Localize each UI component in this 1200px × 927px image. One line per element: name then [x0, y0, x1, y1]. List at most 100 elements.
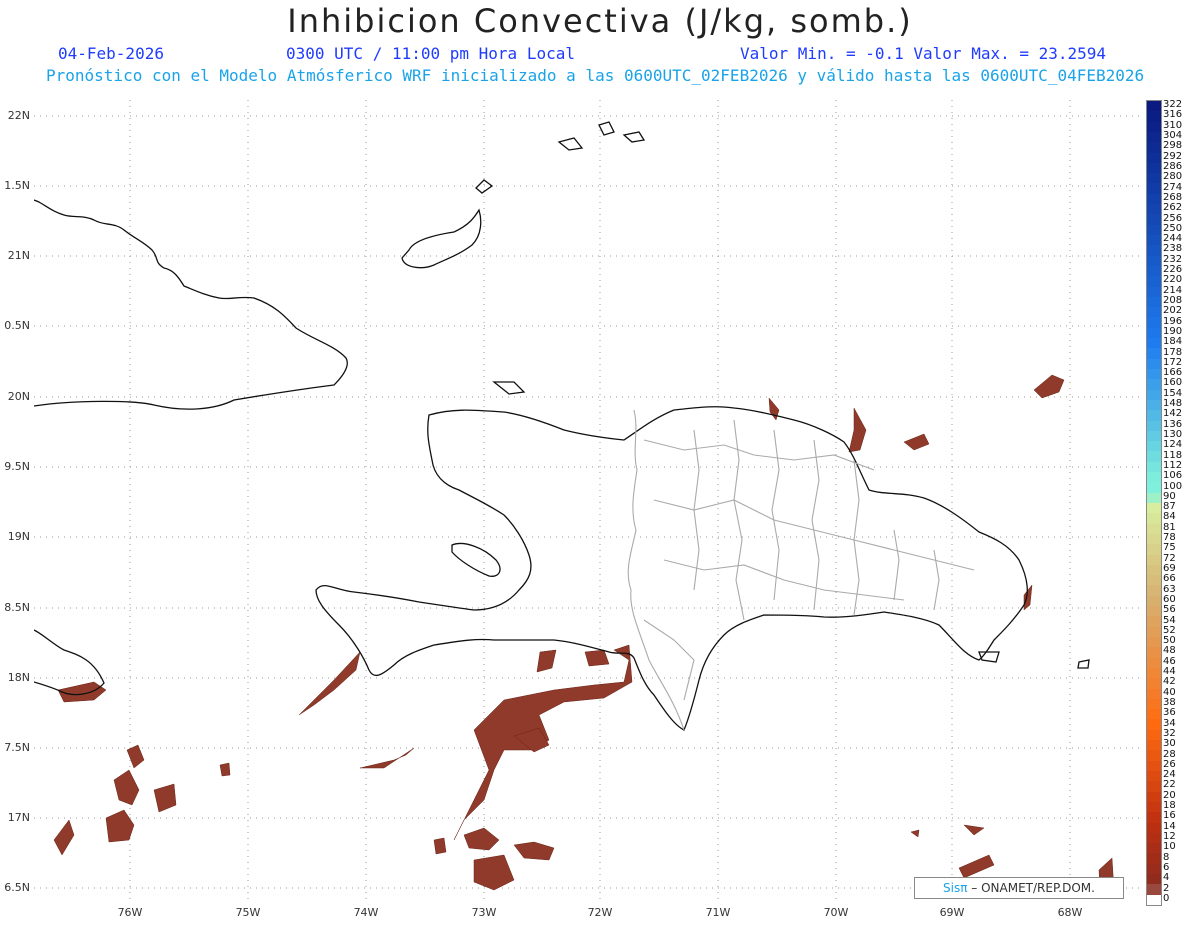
colorbar-segment — [1147, 719, 1161, 731]
colorbar-label: 28 — [1163, 748, 1176, 760]
colorbar-segment — [1147, 884, 1161, 896]
colorbar-label: 292 — [1163, 150, 1183, 162]
colorbar-segment — [1147, 142, 1161, 154]
colorbar-label: 48 — [1163, 645, 1176, 657]
lat-label: 9.5N — [4, 460, 30, 473]
colorbar-label: 142 — [1163, 408, 1183, 420]
colorbar-segment — [1147, 523, 1161, 535]
colorbar-segment — [1147, 771, 1161, 782]
lat-label: 19N — [7, 530, 30, 543]
colorbar-label: 160 — [1163, 377, 1183, 389]
colorbar-label: 34 — [1163, 717, 1176, 729]
colorbar-segment — [1147, 276, 1161, 288]
colorbar-segment — [1147, 729, 1161, 741]
colorbar-label: 24 — [1163, 769, 1176, 781]
colorbar-segment — [1147, 245, 1161, 257]
lat-label: 7.5N — [4, 741, 30, 754]
lon-label: 74W — [353, 906, 379, 919]
colorbar-label: 63 — [1163, 583, 1176, 595]
grid — [34, 100, 1140, 900]
colorbar-segment — [1147, 585, 1161, 597]
colorbar-segment — [1147, 709, 1161, 720]
colorbar-label: 304 — [1163, 130, 1183, 142]
colorbar-segment — [1147, 307, 1161, 318]
colorbar-segment — [1147, 863, 1161, 875]
colorbar-label: 54 — [1163, 614, 1176, 626]
colorbar-segment — [1147, 626, 1161, 638]
colorbar-label: 310 — [1163, 119, 1183, 131]
map-title: Inhibicion Convectiva (J/kg, somb.) — [287, 2, 913, 40]
colorbar-label: 30 — [1163, 738, 1176, 750]
colorbar-label: 90 — [1163, 490, 1176, 502]
coastlines — [34, 121, 1090, 731]
colorbar-label: 18 — [1163, 800, 1176, 812]
colorbar-label: 78 — [1163, 532, 1176, 544]
colorbar-segment — [1147, 162, 1161, 174]
colorbar-label: 262 — [1163, 202, 1183, 214]
colorbar-label: 172 — [1163, 356, 1183, 368]
colorbar-segment — [1147, 152, 1161, 164]
colorbar-label: 26 — [1163, 758, 1176, 770]
colorbar-segment — [1147, 832, 1161, 844]
colorbar-segment — [1147, 286, 1161, 298]
province-borders — [627, 409, 975, 731]
colorbar-label: 196 — [1163, 315, 1183, 327]
colorbar-label: 10 — [1163, 841, 1176, 853]
colorbar-segment — [1147, 801, 1161, 813]
colorbar-label: 148 — [1163, 398, 1183, 410]
colorbar-segment — [1147, 111, 1161, 123]
colorbar-segment — [1147, 121, 1161, 133]
colorbar-segment — [1147, 255, 1161, 267]
colorbar-segment — [1147, 317, 1161, 329]
colorbar-label: 6 — [1163, 861, 1170, 873]
lon-label: 69W — [939, 906, 965, 919]
colorbar-segment — [1147, 698, 1161, 710]
lon-label: 75W — [235, 906, 261, 919]
colorbar-segment — [1147, 544, 1161, 556]
colorbar-label: 190 — [1163, 325, 1183, 337]
colorbar-segment — [1147, 503, 1161, 514]
lon-label: 68W — [1057, 906, 1083, 919]
colorbar-segment — [1147, 482, 1161, 494]
colorbar-segment — [1147, 410, 1161, 422]
colorbar-label: 22 — [1163, 779, 1176, 791]
colorbar-label: 56 — [1163, 604, 1176, 616]
colorbar-segment — [1147, 740, 1161, 751]
colorbar-segment — [1147, 358, 1161, 370]
colorbar-segment — [1147, 513, 1161, 525]
colorbar-segment — [1147, 575, 1161, 586]
colorbar-label: 232 — [1163, 253, 1183, 265]
colorbar-label: 274 — [1163, 181, 1183, 193]
colorbar-segment — [1147, 389, 1161, 401]
colorbar-label: 87 — [1163, 501, 1176, 513]
colorbar-label: 208 — [1163, 295, 1183, 306]
colorbar-label: 75 — [1163, 542, 1176, 554]
lon-label: 73W — [471, 906, 497, 919]
colorbar-label: 136 — [1163, 418, 1183, 430]
colorbar-label: 72 — [1163, 552, 1176, 564]
colorbar-label: 286 — [1163, 161, 1183, 172]
colorbar-label: 44 — [1163, 666, 1176, 678]
lat-label: 1.5N — [4, 179, 30, 192]
colorbar-segment — [1147, 204, 1161, 215]
colorbar-label: 50 — [1163, 635, 1176, 647]
colorbar-label: 250 — [1163, 222, 1183, 234]
colorbar-segment — [1147, 441, 1161, 452]
lat-label: 0.5N — [4, 319, 30, 332]
colorbar-label: 202 — [1163, 305, 1183, 317]
colorbar-segment — [1147, 461, 1161, 473]
colorbar-label: 226 — [1163, 264, 1183, 276]
colorbar-label: 0 — [1163, 892, 1170, 904]
colorbar-segment — [1147, 420, 1161, 432]
colorbar-label: 81 — [1163, 521, 1176, 533]
colorbar-segment — [1147, 492, 1161, 504]
colorbar-label: 256 — [1163, 212, 1183, 224]
colorbar-label: 214 — [1163, 284, 1183, 296]
colorbar-label: 84 — [1163, 511, 1176, 523]
colorbar-label: 4 — [1163, 872, 1170, 884]
colorbar-label: 60 — [1163, 593, 1176, 605]
colorbar-label: 38 — [1163, 697, 1176, 708]
lat-label: 17N — [7, 811, 30, 824]
colorbar-segment — [1147, 874, 1161, 885]
model-subtitle: Pronóstico con el Modelo Atmósferico WRF… — [46, 66, 1145, 85]
